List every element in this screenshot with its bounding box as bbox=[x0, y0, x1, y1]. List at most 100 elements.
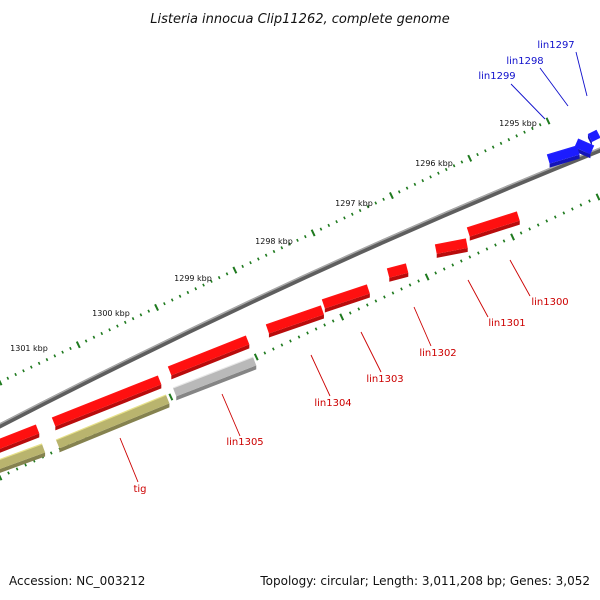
minor-tick bbox=[484, 149, 487, 153]
minor-tick bbox=[49, 451, 53, 455]
major-tick bbox=[595, 193, 600, 201]
major-tick bbox=[389, 191, 394, 200]
minor-tick bbox=[350, 212, 354, 216]
minor-tick bbox=[15, 467, 19, 471]
minor-tick bbox=[249, 261, 252, 265]
gene-labels: lin1297 lin1298 lin1299 lin1300 lin1301 lin13… bbox=[133, 40, 574, 495]
minor-tick bbox=[499, 141, 503, 145]
minor-tick bbox=[170, 298, 174, 302]
leader-lin1299 bbox=[510, 83, 546, 120]
minor-tick bbox=[538, 123, 542, 127]
minor-tick bbox=[468, 255, 472, 259]
minor-tick bbox=[210, 279, 213, 283]
genome-backbone bbox=[0, 147, 600, 429]
minor-tick bbox=[296, 238, 299, 242]
minor-tick bbox=[319, 227, 323, 231]
gene-label-lin1301: lin1301 bbox=[488, 318, 525, 329]
minor-tick bbox=[280, 343, 284, 347]
tick-labels: 1295 kbp 1296 kbp 1297 kbp 1298 kbp 1299 kbp… bbox=[10, 119, 537, 353]
tick-label: 1295 kbp bbox=[499, 119, 537, 128]
minor-tick bbox=[280, 246, 284, 250]
major-tick bbox=[154, 303, 159, 312]
major-tick bbox=[545, 117, 551, 125]
minor-tick bbox=[297, 335, 301, 339]
gene-label-lin1298: lin1298 bbox=[506, 56, 543, 67]
gene-lin1298 bbox=[574, 138, 595, 159]
minor-tick bbox=[241, 264, 245, 269]
minor-tick bbox=[366, 205, 370, 209]
leader-lin1298 bbox=[539, 67, 569, 107]
leader-lin1304 bbox=[310, 354, 331, 397]
leader-lin1302 bbox=[413, 306, 432, 347]
minor-tick bbox=[14, 372, 17, 377]
leader-lin1297 bbox=[575, 51, 588, 97]
minor-tick bbox=[502, 239, 506, 243]
minor-tick bbox=[289, 339, 292, 343]
minor-tick bbox=[408, 283, 412, 287]
minor-tick bbox=[29, 365, 33, 369]
minor-tick bbox=[186, 290, 190, 295]
minor-tick bbox=[519, 231, 523, 235]
minor-tick bbox=[288, 242, 291, 246]
minor-tick bbox=[263, 351, 267, 355]
minor-tick bbox=[421, 179, 425, 183]
minor-tick bbox=[7, 471, 10, 475]
tick-label: 1297 kbp bbox=[335, 199, 373, 208]
gene-lin1305 bbox=[172, 356, 257, 401]
minor-tick bbox=[45, 358, 49, 362]
gene-lin1303 bbox=[321, 284, 370, 313]
major-tick bbox=[0, 379, 3, 386]
minor-tick bbox=[397, 190, 401, 194]
minor-tick bbox=[303, 234, 307, 239]
leader-lin1300 bbox=[509, 259, 531, 297]
minor-tick bbox=[323, 323, 326, 327]
minor-tick bbox=[24, 463, 27, 467]
minor-tick bbox=[536, 223, 540, 227]
gene-label-tig: tig bbox=[133, 484, 146, 495]
minor-tick bbox=[437, 171, 440, 175]
minor-tick bbox=[61, 350, 64, 354]
gene-lin1304 bbox=[265, 305, 324, 338]
minor-tick bbox=[476, 152, 479, 157]
map-title: Listeria innocua Clip11262, complete gen… bbox=[150, 12, 449, 27]
leader-lin1305 bbox=[221, 393, 241, 437]
tick-label: 1298 kbp bbox=[255, 237, 293, 246]
major-tick bbox=[0, 474, 3, 481]
minor-tick bbox=[413, 182, 417, 186]
minor-tick bbox=[264, 253, 268, 257]
minor-tick bbox=[225, 272, 229, 276]
leader-lin1301 bbox=[467, 279, 489, 318]
minor-tick bbox=[382, 197, 385, 201]
minor-tick bbox=[545, 219, 549, 223]
minor-tick bbox=[108, 328, 111, 332]
minor-tick bbox=[452, 164, 456, 168]
minor-tick bbox=[147, 309, 151, 313]
minor-tick bbox=[257, 257, 260, 261]
gene-label-lin1304: lin1304 bbox=[314, 398, 351, 409]
minor-tick bbox=[391, 291, 395, 295]
minor-tick bbox=[84, 339, 88, 343]
leader-tig bbox=[119, 437, 139, 483]
gene-label-lin1302: lin1302 bbox=[419, 348, 456, 359]
minor-tick bbox=[383, 295, 386, 299]
leader-lin1303 bbox=[360, 331, 382, 373]
major-tick bbox=[75, 341, 81, 349]
major-tick bbox=[168, 393, 174, 401]
gene-forward-unlabeled bbox=[51, 375, 162, 431]
minor-tick bbox=[116, 324, 119, 328]
minor-tick bbox=[178, 294, 182, 298]
major-tick bbox=[510, 233, 515, 241]
minor-tick bbox=[400, 287, 403, 291]
gene-continuation-forward bbox=[0, 424, 40, 453]
minor-tick bbox=[528, 227, 531, 231]
accession-label: Accession: NC_003212 bbox=[9, 574, 146, 588]
minor-tick bbox=[272, 347, 275, 351]
minor-tick bbox=[331, 319, 335, 323]
tick-label: 1300 kbp bbox=[92, 309, 130, 318]
gene-lin1297 bbox=[587, 129, 600, 147]
gene-lin1299 bbox=[546, 145, 580, 168]
minor-tick bbox=[417, 279, 420, 283]
tick-label: 1296 kbp bbox=[415, 159, 453, 168]
minor-tick bbox=[374, 201, 378, 205]
gene-continuation-reverse bbox=[0, 443, 46, 473]
